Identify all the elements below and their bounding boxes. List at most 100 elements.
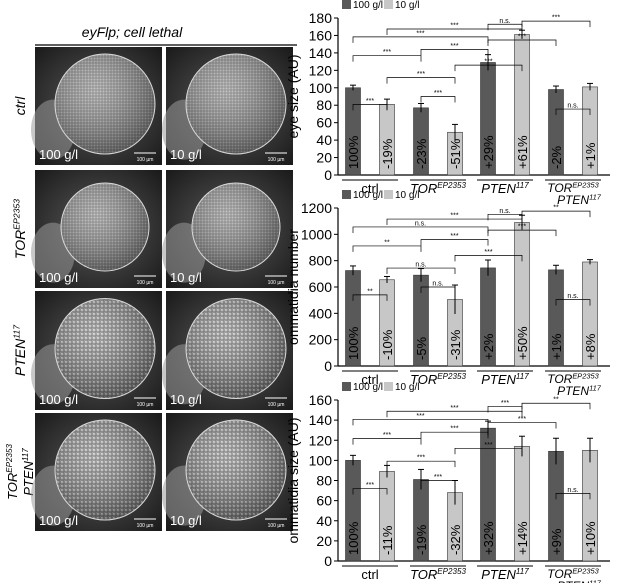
legend-label: 100 g/l bbox=[353, 0, 383, 11]
y-axis-label: eye size (AU) bbox=[285, 54, 301, 138]
significance-label: *** bbox=[450, 213, 458, 220]
svg-text:PTEN117: PTEN117 bbox=[481, 372, 529, 387]
significance-label: *** bbox=[416, 30, 424, 37]
significance-label: *** bbox=[450, 426, 458, 433]
row-label: PTEN117 bbox=[12, 324, 28, 376]
group-label: TOREP2353 bbox=[410, 179, 466, 196]
group-label: ctrl bbox=[342, 179, 398, 196]
legend-label: 100 g/l bbox=[353, 190, 383, 201]
condition-label: 100 g/l bbox=[39, 513, 78, 528]
data-label: +1% bbox=[549, 333, 564, 360]
significance-bracket bbox=[352, 488, 388, 495]
y-tick-label: 0 bbox=[324, 358, 332, 374]
significance-label: *** bbox=[450, 405, 458, 412]
significance-bracket bbox=[487, 422, 557, 429]
legend-swatch bbox=[384, 0, 393, 9]
significance-bracket bbox=[487, 406, 523, 413]
data-label: -19% bbox=[414, 524, 429, 555]
significance-label: *** bbox=[417, 455, 425, 462]
condition-label: 10 g/l bbox=[170, 147, 202, 162]
y-tick-label: 400 bbox=[309, 305, 333, 321]
group-label: PTEN117 bbox=[477, 565, 533, 582]
significance-label: n.s. bbox=[415, 262, 426, 269]
svg-text:PTEN117: PTEN117 bbox=[481, 181, 529, 196]
significance-bracket bbox=[487, 229, 557, 237]
svg-text:TOREP2353: TOREP2353 bbox=[547, 566, 599, 581]
micrograph-row: ctrl 100 g/l 100 µm 10 g/l 100 µm bbox=[12, 47, 293, 165]
svg-text:PTEN117: PTEN117 bbox=[557, 578, 602, 583]
data-label: +50% bbox=[515, 326, 530, 360]
group-label: ctrl bbox=[342, 565, 398, 582]
y-axis-label: ommatidia size (AU) bbox=[285, 417, 301, 543]
svg-text:PTEN117: PTEN117 bbox=[557, 383, 602, 398]
y-tick-label: 60 bbox=[316, 115, 332, 131]
significance-label: *** bbox=[366, 482, 374, 489]
significance-bracket bbox=[555, 299, 591, 306]
significance-brackets: *** *** *** *** *** *** n.s. *** *** *** *** n.s. bbox=[352, 15, 591, 116]
significance-bracket bbox=[386, 218, 523, 226]
significance-bracket bbox=[386, 410, 523, 418]
y-tick-label: 60 bbox=[316, 493, 332, 509]
micrograph-row: PTEN117 100 g/l 100 µm 10 g/l 100 µm bbox=[12, 291, 293, 410]
significance-label: ** bbox=[384, 239, 390, 246]
data-label: -32% bbox=[448, 524, 463, 555]
significance-bracket bbox=[352, 36, 489, 43]
data-label: +10% bbox=[583, 521, 598, 555]
svg-text:ctrl: ctrl bbox=[361, 567, 378, 582]
svg-text:PTEN117: PTEN117 bbox=[481, 567, 529, 582]
sem-image: 100 g/l 100 µm bbox=[31, 170, 162, 288]
significance-label: *** bbox=[518, 416, 526, 423]
data-label: -10% bbox=[380, 329, 395, 360]
y-tick-label: 20 bbox=[316, 533, 332, 549]
scale-bar-label: 100 µm bbox=[268, 402, 285, 408]
y-tick-label: 1200 bbox=[301, 200, 332, 216]
svg-text:TOREP2353: TOREP2353 bbox=[410, 567, 466, 582]
svg-text:TOREP2353: TOREP2353 bbox=[547, 180, 599, 195]
significance-label: n.s. bbox=[432, 281, 443, 288]
legend: 100 g/l 10 g/l bbox=[342, 382, 419, 393]
data-label: -51% bbox=[448, 138, 463, 169]
significance-bracket bbox=[386, 28, 523, 35]
significance-bracket bbox=[420, 49, 489, 56]
y-tick-label: 0 bbox=[324, 553, 332, 569]
significance-label: n.s. bbox=[499, 18, 510, 25]
scale-bar: 100 µm bbox=[265, 275, 287, 286]
y-tick-label: 180 bbox=[309, 10, 333, 26]
y-tick-label: 100 bbox=[309, 452, 333, 468]
scale-bar: 100 µm bbox=[134, 397, 156, 408]
scale-bar-label: 100 µm bbox=[268, 523, 285, 529]
significance-label: n.s. bbox=[499, 208, 510, 215]
significance-label: *** bbox=[416, 413, 424, 420]
condition-label: 100 g/l bbox=[39, 392, 78, 407]
significance-bracket bbox=[352, 294, 388, 301]
bar-chart: 0 20 40 60 80 100 120 140 160 ommatidia size (AU)… bbox=[285, 382, 610, 583]
row-label: TOREP2353 bbox=[12, 199, 28, 259]
significance-label: *** bbox=[450, 233, 458, 240]
scale-bar: 100 µm bbox=[265, 152, 287, 163]
significance-label: n.s. bbox=[415, 220, 426, 227]
svg-text:PTEN117: PTEN117 bbox=[557, 192, 602, 207]
condition-label: 100 g/l bbox=[39, 147, 78, 162]
data-label: -5% bbox=[414, 336, 429, 360]
significance-label: *** bbox=[518, 33, 526, 40]
legend-swatch bbox=[384, 382, 393, 391]
significance-bracket bbox=[352, 104, 388, 111]
significance-label: *** bbox=[383, 432, 391, 439]
scale-bar: 100 µm bbox=[134, 275, 156, 286]
data-label: -23% bbox=[414, 138, 429, 169]
group-label: TOREP2353 bbox=[410, 370, 466, 387]
scale-bar: 100 µm bbox=[134, 152, 156, 163]
significance-bracket bbox=[454, 64, 523, 72]
data-label: +29% bbox=[481, 135, 496, 169]
significance-brackets: **n.s.**n.s.n.s.***n.s.***********n.s. bbox=[352, 205, 591, 306]
y-tick-label: 120 bbox=[309, 62, 333, 78]
significance-bracket bbox=[420, 480, 456, 487]
significance-bracket bbox=[352, 245, 422, 252]
significance-label: ** bbox=[553, 397, 559, 404]
significance-label: n.s. bbox=[567, 103, 578, 110]
